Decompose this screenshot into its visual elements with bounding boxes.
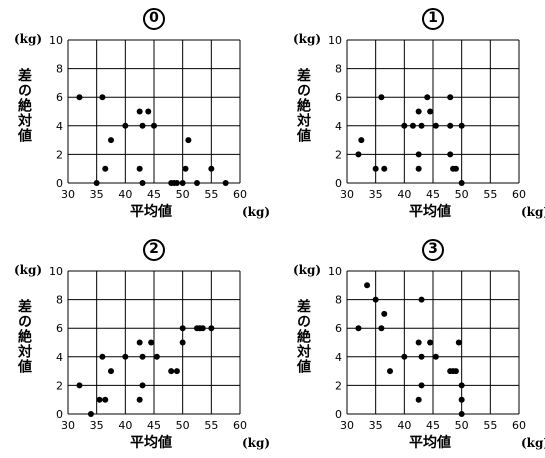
x-axis-label: 平均値: [409, 435, 451, 451]
y-axis-label: 差の絶対値: [295, 68, 311, 143]
title-number: 1: [428, 10, 438, 26]
panel-title-1: 1: [422, 8, 444, 30]
y-unit-label: (kg): [14, 263, 43, 277]
title-number: 2: [149, 241, 159, 257]
y-unit-label: (kg): [14, 32, 43, 46]
title-number: 3: [428, 241, 438, 257]
x-unit-label: (kg): [521, 205, 545, 219]
x-unit-label: (kg): [242, 205, 271, 219]
y-unit-label: (kg): [293, 32, 322, 46]
x-unit-label: (kg): [242, 436, 271, 450]
y-axis-label: 差の絶対値: [16, 68, 32, 143]
x-unit-label: (kg): [521, 436, 545, 450]
title-number: 0: [149, 10, 159, 26]
y-unit-label: (kg): [293, 263, 322, 277]
title-circle: [143, 8, 165, 30]
title-circle: [422, 8, 444, 30]
title-circle: [422, 239, 444, 261]
panel-title-0: 0: [143, 8, 165, 30]
x-axis-label: 平均値: [409, 204, 451, 220]
x-axis-label: 平均値: [130, 435, 172, 451]
title-circle: [143, 239, 165, 261]
y-axis-label: 差の絶対値: [295, 299, 311, 374]
x-axis-label: 平均値: [130, 204, 172, 220]
panel-title-2: 2: [143, 239, 165, 261]
y-axis-label: 差の絶対値: [16, 299, 32, 374]
panel-title-3: 3: [422, 239, 444, 261]
